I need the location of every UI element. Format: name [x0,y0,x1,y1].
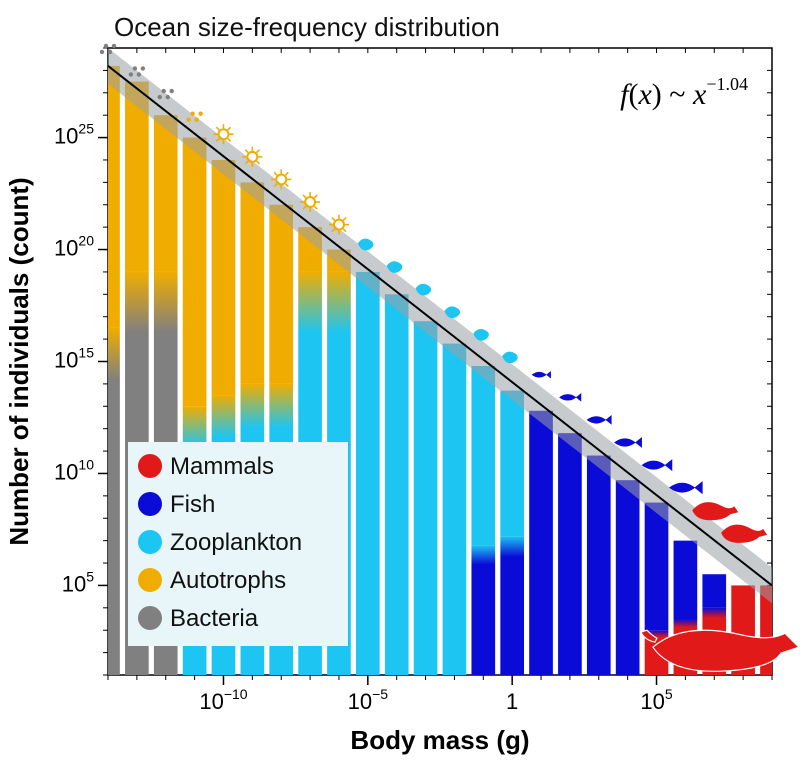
autotroph-icon [271,169,291,189]
bar-segment-fish [558,433,582,675]
bar-segment-autotrophs [96,66,120,328]
x-tick-label: 1 [506,689,518,714]
bar-segment-fish [616,480,640,675]
bar-segment-autotrophs [154,115,178,272]
y-tick-label: 1020 [54,233,94,261]
bacteria-icon [186,117,190,121]
legend-label-bacteria: Bacteria [170,605,259,632]
x-tick-label: 10−5 [348,686,389,714]
bacteria-icon [104,44,108,48]
legend-dot-fish [138,492,162,516]
fish-icon [614,437,642,448]
bacteria-icon [129,72,133,76]
fish-icon [587,415,612,425]
autotroph-icon [300,192,320,212]
bar-segment-zooplankton [414,321,438,675]
bar-segment-autotrophs [269,205,293,384]
legend: Mammals Fish Zooplankton Autotrophs Bacteria [128,442,348,646]
bacteria-icon [112,44,116,48]
bar-segment-zooplankton [356,272,380,675]
legend-label-mammals: Mammals [170,453,274,480]
bacteria-icon [194,117,198,121]
bar-segment-fish [645,503,669,631]
legend-dot-zooplankton [138,530,162,554]
autotroph-icon [213,124,233,144]
bar-segment-autotrophs [212,160,236,395]
mammal-icon [692,502,738,520]
bar-segment-bacteria [96,328,120,675]
x-tick-label: 105 [640,686,672,714]
bar-segment-fish [471,545,495,675]
bar-segment-zooplankton [443,344,467,675]
ocean-size-freq-chart: Ocean size-frequency distribution f(x) ~ … [0,0,800,777]
bar-segment-fish [674,541,698,619]
bacteria-icon [137,72,141,76]
legend-label-fish: Fish [170,491,215,518]
y-tick-label: 105 [62,568,94,596]
bar-segment-fish [529,411,553,675]
bar-segment-zooplankton [500,391,524,537]
bacteria-icon [141,66,145,70]
bar-segment-autotrophs [241,182,265,384]
legend-dot-autotrophs [138,568,162,592]
mammal-icon [721,525,767,543]
bar-segment-fish [702,574,726,608]
x-axis-label: Body mass (g) [350,725,529,755]
legend-label-autotrophs: Autotrophs [170,567,286,594]
scaling-formula: f(x) ~ x−1.04 [620,74,748,111]
bacteria-icon [162,89,166,93]
legend-dot-mammals [138,454,162,478]
bacteria-icon [198,111,202,115]
y-tick-label: 1015 [54,345,94,373]
bar-segment-fish [587,456,611,675]
y-tick-label: 1025 [54,121,94,149]
fish-icon [559,393,581,402]
chart-title: Ocean size-frequency distribution [114,12,500,42]
bar-segment-zooplankton [385,294,409,675]
bacteria-icon [158,95,162,99]
autotroph-icon [242,147,262,167]
legend-label-zooplankton: Zooplankton [170,529,302,556]
fish-icon [532,371,551,379]
bacteria-icon [108,50,112,54]
legend-dot-bacteria [138,606,162,630]
bacteria-icon [133,66,137,70]
bar-segment-fish [500,536,524,675]
bacteria-icon [190,111,194,115]
bacteria-icon [170,89,174,93]
bar-segment-autotrophs [183,138,207,407]
x-tick-label: 10−10 [199,686,247,714]
bacteria-icon [166,95,170,99]
bacteria-icon [100,50,104,54]
y-axis-label: Number of individuals (count) [4,177,34,545]
bar-segment-zooplankton [471,366,495,545]
y-tick-label: 1010 [54,456,94,484]
autotroph-icon [329,215,349,235]
